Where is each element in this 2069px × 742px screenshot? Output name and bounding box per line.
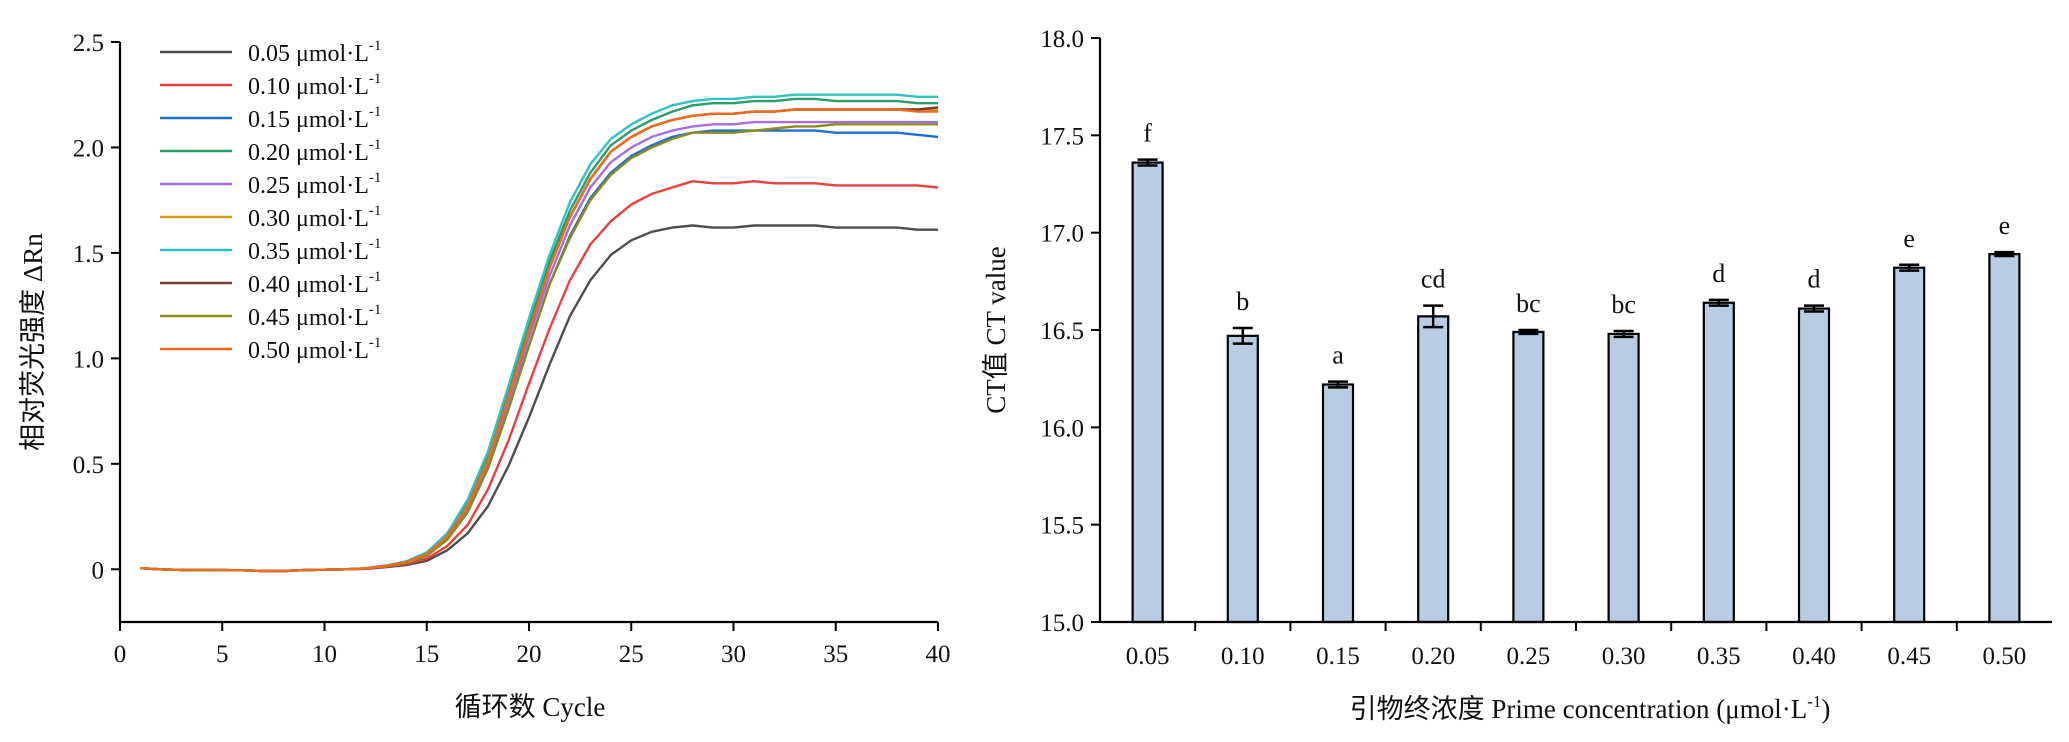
- x-tick-label: 0.50: [1983, 643, 2027, 670]
- significance-label: cd: [1421, 265, 1446, 294]
- ct-value-bar-chart: f 0.05 b 0.10 a 0.15 cd 0.20 bc 0.25 bc 0.30 d 0.35 d 0…: [981, 26, 2052, 724]
- axes: [1091, 37, 2052, 631]
- significance-label: b: [1236, 287, 1249, 316]
- legend-label: 0.20 μmol·L-1: [248, 137, 381, 166]
- legend-item: 0.10 μmol·L-1: [160, 71, 381, 100]
- legend-label: 0.40 μmol·L-1: [248, 269, 381, 298]
- y-axis-label: 相对荧光强度 ΔRn: [18, 233, 48, 451]
- y-tick-label: 2.5: [73, 30, 104, 57]
- x-axis-label-main: 引物终浓度 Prime concentration (μmol·L: [1350, 694, 1808, 724]
- x-tick-label: 30: [721, 641, 746, 668]
- legend-item: 0.35 μmol·L-1: [160, 236, 381, 265]
- series-line-7: [140, 93, 938, 573]
- significance-label: e: [1999, 211, 2011, 240]
- x-tick-label: 0.10: [1221, 643, 1265, 670]
- x-tick-label: 0.25: [1507, 643, 1551, 670]
- bar-0.35: [1702, 301, 1735, 624]
- legend-item: 0.20 μmol·L-1: [160, 137, 381, 166]
- x-tick-label: 0.05: [1126, 643, 1170, 670]
- bar-0.25: [1512, 330, 1545, 624]
- x-axis-label: 循环数 Cycle: [455, 692, 606, 722]
- legend-label: 0.45 μmol·L-1: [248, 302, 381, 331]
- x-tick-label: 0: [114, 641, 127, 668]
- series-lines: [140, 93, 939, 573]
- significance-label: e: [1903, 224, 1915, 253]
- legend-label: 0.35 μmol·L-1: [248, 236, 381, 265]
- bar-0.10: [1226, 334, 1259, 624]
- legend-label: 0.05 μmol·L-1: [248, 38, 381, 67]
- y-tick-label: 15.0: [1040, 610, 1084, 637]
- x-tick-label: 20: [517, 641, 542, 668]
- legend-item: 0.40 μmol·L-1: [160, 269, 381, 298]
- significance-label: bc: [1516, 289, 1541, 318]
- y-tick-label: 17.5: [1040, 123, 1084, 150]
- bar-0.05: [1131, 161, 1164, 624]
- legend-label: 0.50 μmol·L-1: [248, 335, 381, 364]
- amplification-curve-chart: 0 5 10 15 20 25 30 35 40 0 0.5 1.0 1.5 2.0 2.5 0.05 μm…: [18, 30, 951, 722]
- significance-label: a: [1332, 341, 1344, 370]
- x-tick-label: 35: [823, 641, 848, 668]
- bar-0.40: [1797, 307, 1831, 624]
- y-axis-label: CT值 CT value: [981, 246, 1011, 414]
- y-tick-label: 0.5: [73, 452, 104, 479]
- y-tick-label: 1.0: [73, 346, 104, 373]
- legend-item: 0.05 μmol·L-1: [160, 38, 381, 67]
- x-tick-label: 0.35: [1697, 643, 1741, 670]
- tick-labels: f 0.05 b 0.10 a 0.15 cd 0.20 bc 0.25 bc 0.30 d 0.35 d 0…: [1040, 26, 2026, 670]
- y-tick-label: 0: [92, 557, 105, 584]
- x-axis-label-end: ): [1821, 694, 1830, 724]
- y-tick-label: 16.5: [1040, 318, 1084, 345]
- bar-0.15: [1321, 383, 1355, 624]
- legend-label: 0.30 μmol·L-1: [248, 203, 381, 232]
- y-tick-label: 18.0: [1040, 26, 1084, 53]
- legend-label: 0.15 μmol·L-1: [248, 104, 381, 133]
- tick-labels: 0 5 10 15 20 25 30 35 40 0 0.5 1.0 1.5 2.0 2.5: [73, 30, 951, 668]
- x-tick-label: 10: [312, 641, 337, 668]
- x-tick-label: 15: [414, 641, 439, 668]
- axes: [111, 41, 939, 631]
- x-tick-label: 0.15: [1316, 643, 1360, 670]
- legend-item: 0.50 μmol·L-1: [160, 335, 381, 364]
- x-axis-label-sup: -1: [1807, 692, 1821, 711]
- legend-item: 0.15 μmol·L-1: [160, 104, 381, 133]
- legend: 0.05 μmol·L-1 0.10 μmol·L-1 0.15 μmol·L-1 0…: [160, 38, 381, 364]
- y-tick-label: 1.5: [73, 241, 104, 268]
- x-tick-label: 25: [619, 641, 644, 668]
- bar-0.45: [1893, 266, 1926, 624]
- y-tick-label: 16.0: [1040, 415, 1084, 442]
- y-tick-label: 15.5: [1040, 513, 1084, 540]
- significance-label: bc: [1611, 290, 1636, 319]
- legend-item: 0.25 μmol·L-1: [160, 170, 381, 199]
- bars: [1131, 158, 2021, 624]
- bar-0.50: [1988, 252, 2021, 624]
- x-tick-label: 0.40: [1792, 643, 1836, 670]
- x-tick-label: 0.20: [1411, 643, 1455, 670]
- x-tick-label: 5: [216, 641, 229, 668]
- x-axis-label: 引物终浓度 Prime concentration (μmol·L-1): [1350, 692, 1831, 724]
- legend-label: 0.10 μmol·L-1: [248, 71, 381, 100]
- y-tick-label: 17.0: [1040, 221, 1084, 248]
- y-tick-label: 2.0: [73, 135, 104, 162]
- x-tick-label: 0.45: [1887, 643, 1931, 670]
- bar-0.30: [1607, 332, 1640, 624]
- significance-label: d: [1712, 259, 1725, 288]
- legend-label: 0.25 μmol·L-1: [248, 170, 381, 199]
- significance-label: d: [1808, 265, 1821, 294]
- series-line-10: [140, 108, 938, 573]
- bar-0.20: [1417, 315, 1450, 624]
- legend-item: 0.45 μmol·L-1: [160, 302, 381, 331]
- legend-item: 0.30 μmol·L-1: [160, 203, 381, 232]
- x-tick-label: 40: [926, 641, 951, 668]
- series-line-4: [140, 97, 938, 573]
- x-tick-label: 0.30: [1602, 643, 1646, 670]
- significance-label: f: [1143, 119, 1152, 148]
